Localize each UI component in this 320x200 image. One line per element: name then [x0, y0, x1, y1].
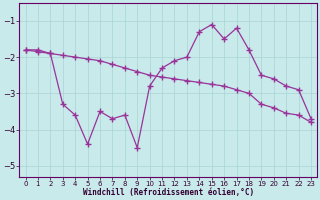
X-axis label: Windchill (Refroidissement éolien,°C): Windchill (Refroidissement éolien,°C)	[83, 188, 254, 197]
